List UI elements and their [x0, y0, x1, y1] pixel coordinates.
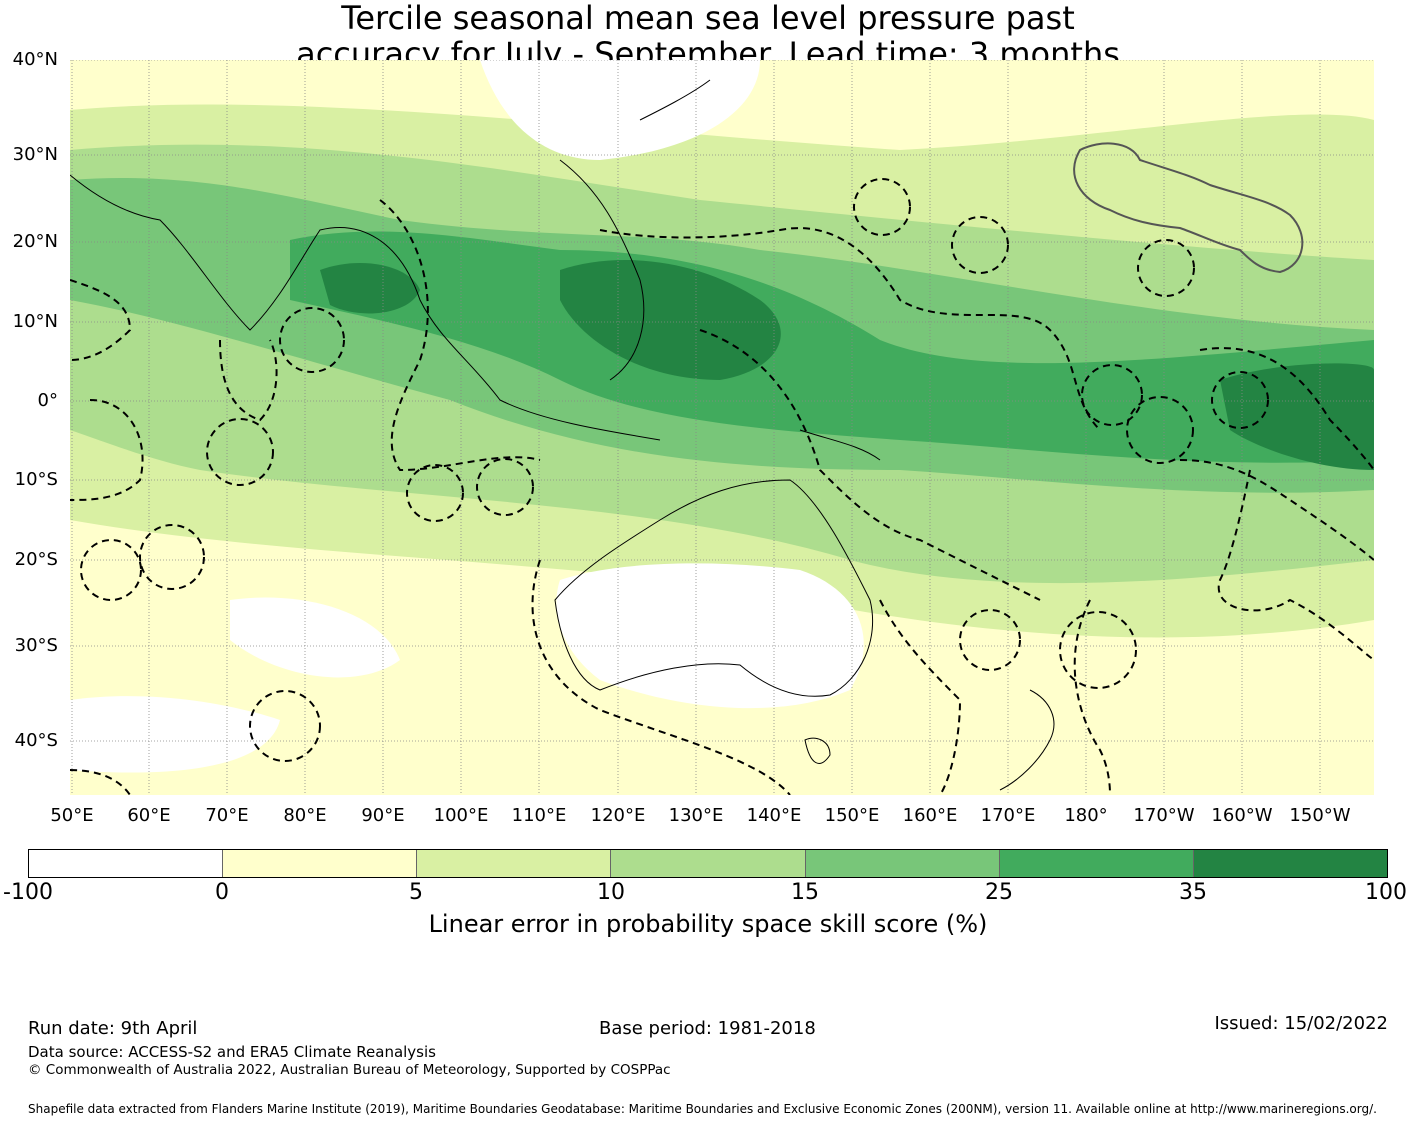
lon-label: 170°E — [980, 805, 1036, 826]
lon-label: 120°E — [590, 805, 646, 826]
lon-label: 160°E — [902, 805, 958, 826]
lat-label: 20°S — [14, 549, 58, 570]
issued-date: Issued: 15/02/2022 — [1214, 1013, 1388, 1034]
lat-label: 30°S — [14, 635, 58, 656]
colorbar-tick: 15 — [791, 880, 819, 905]
map-title: Tercile seasonal mean sea level pressure… — [70, 0, 1346, 72]
lat-label: 10°S — [14, 469, 58, 490]
lat-label: 40°S — [14, 730, 58, 751]
lat-label: 30°N — [12, 144, 58, 165]
base-period: Base period: 1981-2018 — [599, 1018, 816, 1039]
colorbar-tick: 5 — [409, 880, 423, 905]
hawaii-boundary — [1073, 142, 1304, 274]
lon-label: 70°E — [205, 805, 249, 826]
colorbar-swatch — [1193, 850, 1387, 877]
lon-label: 100°E — [433, 805, 489, 826]
lon-label: 130°E — [668, 805, 724, 826]
colorbar-swatch — [999, 850, 1194, 877]
colorbar-swatch — [417, 850, 612, 877]
lon-label: 150°W — [1289, 805, 1351, 826]
colorbar-swatch — [29, 850, 224, 877]
lat-label: 20°N — [12, 231, 58, 252]
lon-label: 150°E — [824, 805, 880, 826]
colorbar-swatch — [611, 850, 806, 877]
shapefile-credit: Shapefile data extracted from Flanders M… — [28, 1102, 1377, 1116]
lon-label: 180° — [1064, 805, 1108, 826]
copyright: © Commonwealth of Australia 2022, Austra… — [28, 1062, 671, 1078]
colorbar-label: Linear error in probability space skill … — [428, 910, 988, 938]
colorbar-swatch — [805, 850, 1000, 877]
colorbar — [28, 849, 1388, 878]
colorbar-tick: 25 — [985, 880, 1013, 905]
lon-label: 110°E — [511, 805, 567, 826]
lon-label: 90°E — [361, 805, 405, 826]
lat-label: 10°N — [12, 311, 58, 332]
colorbar-swatch — [223, 850, 418, 877]
colorbar-tick: 100 — [1365, 880, 1407, 905]
colorbar-tick: -100 — [3, 880, 53, 905]
skill-shading — [70, 60, 1374, 795]
data-source: Data source: ACCESS-S2 and ERA5 Climate … — [28, 1043, 436, 1061]
lat-label: 0° — [37, 390, 58, 411]
lon-label: 140°E — [746, 805, 802, 826]
run-date: Run date: 9th April — [28, 1018, 198, 1039]
lon-label: 60°E — [127, 805, 171, 826]
coastlines — [70, 79, 1055, 791]
title-line-1: Tercile seasonal mean sea level pressure… — [341, 0, 1075, 37]
colorbar-tick: 10 — [597, 880, 625, 905]
colorbar-tick: 35 — [1179, 880, 1207, 905]
lon-label: 170°W — [1133, 805, 1195, 826]
lon-label: 50°E — [50, 805, 94, 826]
eez-boundaries — [70, 178, 1374, 795]
lon-label: 160°W — [1211, 805, 1273, 826]
lon-label: 80°E — [283, 805, 327, 826]
lat-label: 40°N — [12, 49, 58, 70]
skill-map — [70, 60, 1374, 795]
colorbar-tick: 0 — [215, 880, 229, 905]
